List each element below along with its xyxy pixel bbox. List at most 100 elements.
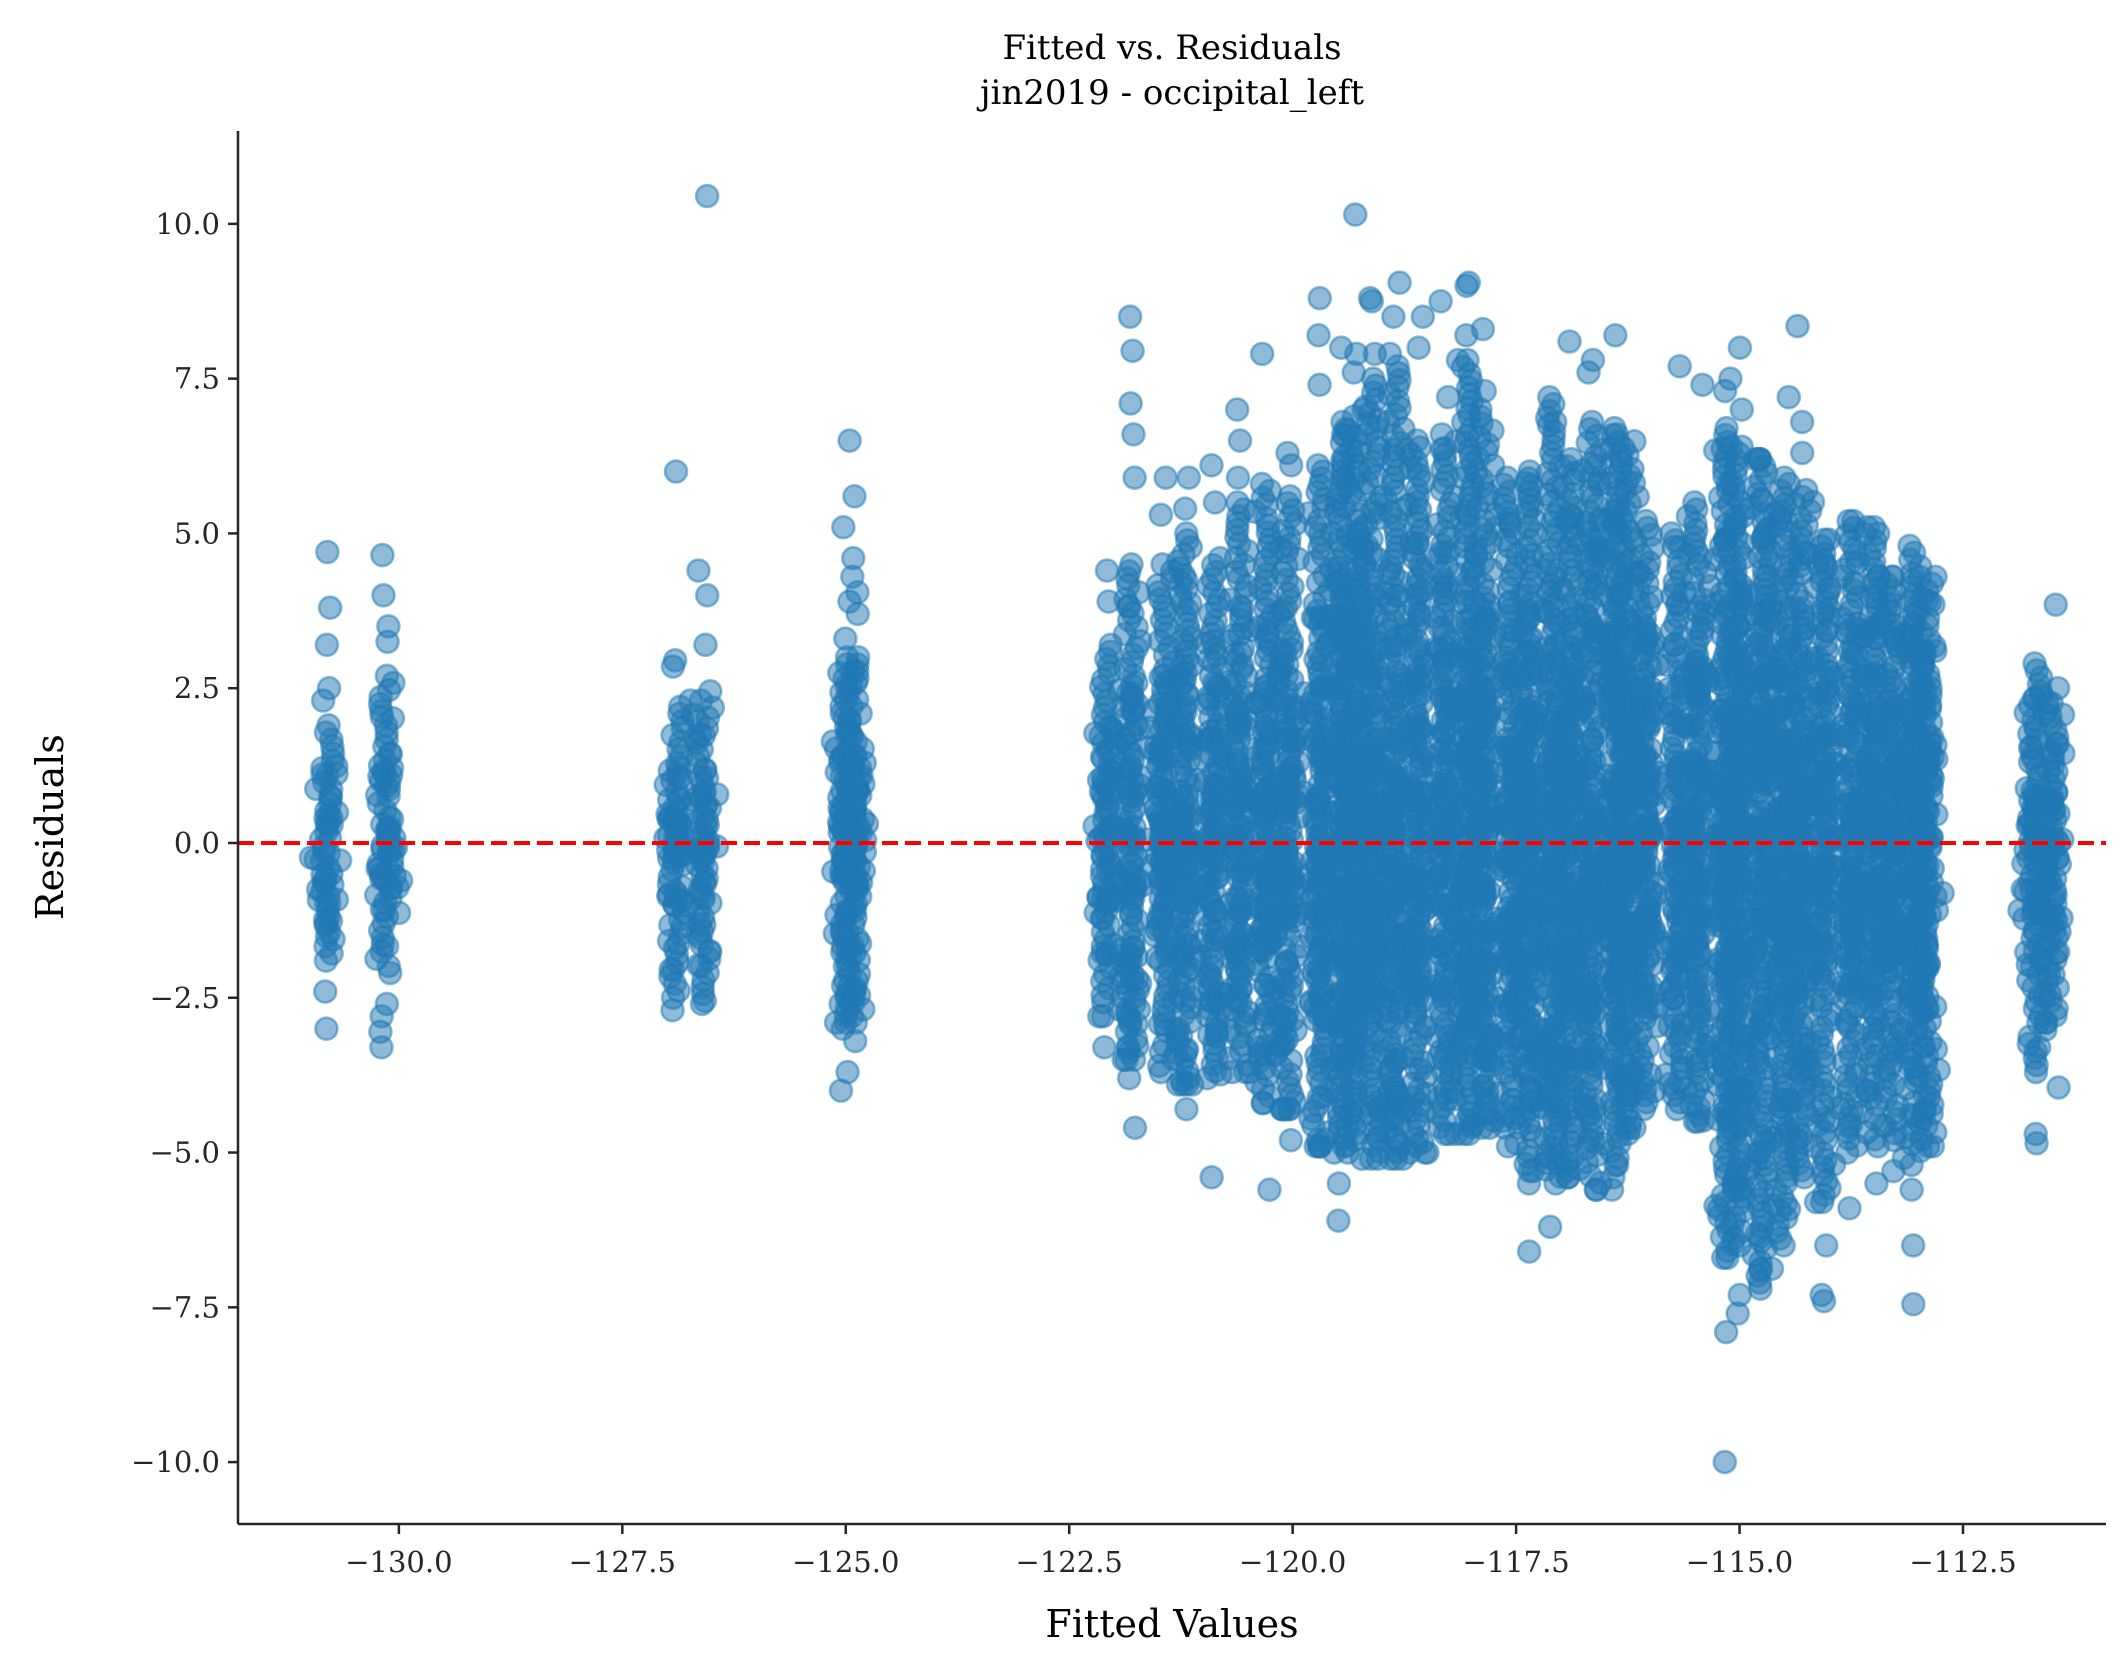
data-point [1224, 955, 1249, 981]
data-point [1267, 535, 1293, 561]
data-point [1212, 747, 1238, 772]
data-point [1178, 591, 1203, 616]
data-point [1194, 964, 1220, 990]
data-point [1544, 802, 1569, 828]
data-point [1219, 1059, 1245, 1085]
data-point [381, 825, 407, 851]
data-point [1250, 816, 1275, 841]
data-point [1504, 963, 1530, 989]
data-point [369, 704, 395, 730]
data-point [843, 807, 868, 832]
data-point [1267, 859, 1293, 884]
data-point [1475, 605, 1500, 631]
data-point [1229, 595, 1255, 621]
data-point [324, 753, 349, 779]
data-point [1280, 1007, 1305, 1033]
data-point [836, 898, 861, 924]
data-point [685, 783, 711, 808]
data-point [1603, 323, 1628, 348]
data-point [1104, 886, 1130, 911]
data-point [691, 804, 716, 829]
data-point [828, 1078, 854, 1103]
data-point [1167, 949, 1193, 975]
data-point [1604, 422, 1630, 447]
data-point [1225, 717, 1250, 743]
data-point [1633, 615, 1658, 641]
data-point [1465, 812, 1491, 838]
data-point [1548, 730, 1573, 756]
data-point [1550, 705, 1576, 731]
data-point [1094, 558, 1120, 583]
data-point [1249, 341, 1275, 367]
data-point [842, 1028, 868, 1054]
data-point [315, 539, 340, 565]
data-point [1144, 917, 1170, 943]
data-point [1279, 828, 1305, 853]
data-point [1443, 687, 1469, 713]
data-point [1221, 692, 1247, 718]
data-point [1601, 509, 1626, 535]
data-point [1307, 285, 1333, 311]
data-point [1119, 552, 1144, 577]
data-point [1576, 360, 1601, 385]
data-point [695, 705, 721, 731]
data-point [694, 583, 720, 608]
data-point [1615, 1121, 1641, 1147]
data-point [1149, 765, 1174, 790]
data-point [1404, 1057, 1429, 1082]
data-point [1506, 853, 1531, 879]
data-point [1174, 521, 1199, 546]
data-point [1537, 1214, 1563, 1240]
data-point [837, 428, 862, 453]
data-point [1201, 841, 1227, 866]
data-point [1376, 560, 1401, 585]
chart-title: Fitted vs. Residuals [1002, 28, 1341, 68]
data-point [1454, 273, 1479, 299]
data-point [845, 579, 870, 605]
data-point [1122, 872, 1147, 898]
data-point [685, 838, 711, 864]
data-point [1120, 338, 1145, 364]
data-point [1202, 490, 1228, 515]
data-point [1196, 1022, 1222, 1048]
data-point [324, 887, 350, 912]
data-point [1571, 879, 1596, 905]
data-point [1377, 341, 1403, 367]
data-point [1470, 316, 1496, 342]
data-point [842, 483, 867, 509]
data-point [841, 827, 866, 853]
data-point [314, 1016, 339, 1042]
data-point [1622, 835, 1647, 860]
data-point [1473, 726, 1498, 751]
data-point [1215, 669, 1241, 695]
data-point [1214, 1004, 1240, 1030]
data-point [1472, 879, 1497, 905]
data-point [1278, 453, 1304, 478]
data-point [833, 626, 858, 651]
data-point [1404, 583, 1429, 609]
data-point [367, 753, 393, 778]
data-point [1381, 304, 1406, 330]
data-point [374, 933, 400, 959]
data-point [1270, 1032, 1295, 1058]
data-point [1116, 1065, 1142, 1091]
data-point [685, 952, 711, 978]
data-point [1197, 687, 1222, 712]
data-point [1161, 989, 1186, 1015]
data-point [1513, 470, 1539, 496]
data-point [1235, 999, 1261, 1025]
data-point [658, 957, 683, 982]
data-point [1171, 670, 1196, 696]
data-point [1249, 471, 1275, 497]
data-point [1579, 409, 1605, 435]
data-point [1557, 329, 1582, 354]
data-point [1192, 769, 1218, 795]
data-point [660, 654, 686, 679]
data-point [1470, 756, 1496, 782]
data-point [1469, 516, 1495, 542]
data-point [1430, 719, 1456, 744]
data-point [839, 749, 864, 775]
data-point [1572, 510, 1598, 535]
data-point [1509, 664, 1535, 690]
data-point [1197, 861, 1222, 887]
